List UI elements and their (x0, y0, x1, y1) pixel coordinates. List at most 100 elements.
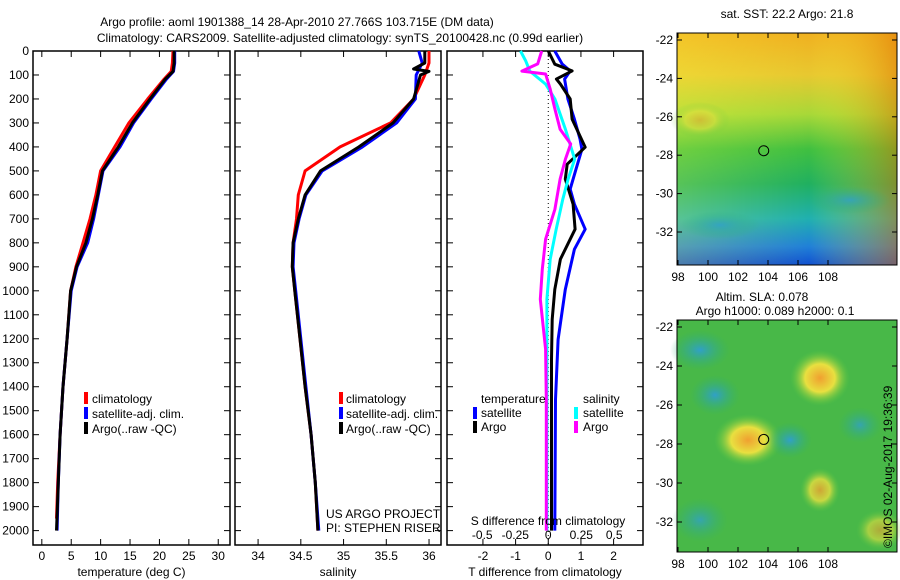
x-tick-label: 5 (68, 549, 75, 563)
salinity-panel: 34 34.5 35 35.5 36 salinity (234, 50, 442, 579)
map-y-tick-label: -30 (656, 187, 674, 201)
x-tick-label: 30 (212, 549, 226, 563)
s-tick-label: 0.25 (570, 528, 594, 542)
series-line-salinity-argo (520, 50, 573, 531)
y-tick-label: 900 (9, 260, 29, 274)
sla-map-title-line1: Altim. SLA: 0.078 (716, 290, 809, 304)
y-tick-label: 1800 (2, 476, 29, 490)
x-tick-label: 25 (182, 549, 196, 563)
legend-swatch-t-argo (473, 421, 477, 433)
y-tick-label: 1500 (2, 404, 29, 418)
series-line-temperature-argo (546, 50, 587, 531)
x-tick-label: 0 (545, 549, 552, 563)
y-tick-label: 100 (9, 68, 29, 82)
y-tick-label: 0 (22, 44, 29, 58)
map-y-tick-label: -32 (656, 515, 674, 529)
x-tick-label: 35 (337, 549, 351, 563)
x-tick-label: 1 (578, 549, 585, 563)
x-tick-label: 36 (422, 549, 436, 563)
legend-title-salinity: salinity (583, 392, 620, 406)
y-tick-label: 1400 (2, 380, 29, 394)
y-tick-label: 2000 (2, 524, 29, 538)
legend-label-climatology: climatology (346, 392, 406, 406)
legend-label-satellite: satellite-adj. clim. (92, 407, 184, 421)
difference-panel: -2 -1 0 1 2 T difference from climatology -0.5… (446, 50, 644, 579)
legend-swatch-satellite (84, 407, 88, 419)
map-x-tick-label: 108 (818, 557, 838, 571)
x-tick-label: 0 (38, 549, 45, 563)
s-tick-label: -0.25 (502, 528, 530, 542)
map-x-tick-label: 108 (818, 270, 838, 284)
sst-map-title: sat. SST: 22.2 Argo: 21.8 (721, 7, 854, 21)
map-frame (676, 319, 898, 553)
legend-swatch-s-satellite (574, 407, 578, 419)
map-x-tick-label: 106 (788, 270, 808, 284)
map-y-tick-label: -28 (656, 148, 674, 162)
figure-title-line1: Argo profile: aoml 1901388_14 28-Apr-201… (100, 15, 494, 29)
sla-map: Altim. SLA: 0.078 Argo h1000: 0.089 h200… (656, 290, 900, 571)
map-x-tick-label: 106 (788, 557, 808, 571)
map-y-tick-label: -22 (656, 33, 674, 47)
legend-swatch-argo (339, 422, 343, 434)
legend-swatch-climatology (84, 392, 88, 404)
y-tick-label: 1300 (2, 356, 29, 370)
legend-swatch-satellite (339, 407, 343, 419)
y-tick-label: 300 (9, 116, 29, 130)
legend-label-argo: Argo(..raw -QC) (346, 422, 431, 436)
legend-label-t-satellite: satellite (481, 406, 522, 420)
legend-swatch-t-satellite (473, 407, 477, 419)
map-x-tick-label: 104 (758, 270, 778, 284)
map-x-tick-label: 100 (698, 270, 718, 284)
s-tick-label: -0.5 (472, 528, 493, 542)
x-tick-label: -1 (510, 549, 521, 563)
series-line-satellite-adj-clim (55, 51, 177, 531)
legend-swatch-argo (84, 422, 88, 434)
x-tick-label: 20 (153, 549, 167, 563)
temperature-legend: climatology satellite-adj. clim. Argo(..… (84, 392, 184, 436)
difference-legend: temperature satellite Argo salinity sate… (473, 392, 624, 434)
legend-label-t-argo: Argo (481, 420, 507, 434)
map-x-tick-label: 98 (671, 557, 685, 571)
sst-map: sat. SST: 22.2 Argo: 21.8 98 100 102 104 106… (656, 7, 898, 284)
map-x-tick-label: 102 (728, 557, 748, 571)
map-x-tick-label: 102 (728, 270, 748, 284)
legend-label-satellite: satellite-adj. clim. (346, 407, 438, 421)
map-y-tick-label: -26 (656, 398, 674, 412)
figure-title-line2: Climatology: CARS2009. Satellite-adjuste… (97, 31, 583, 45)
salinity-legend: climatology satellite-adj. clim. Argo(..… (339, 392, 438, 436)
sla-map-image (670, 320, 900, 552)
y-tick-label: 700 (9, 212, 29, 226)
y-tick-label: 1200 (2, 332, 29, 346)
x-tick-label: 15 (123, 549, 137, 563)
y-tick-label: 200 (9, 92, 29, 106)
y-tick-label: 1100 (3, 308, 29, 322)
legend-label-argo: Argo(..raw -QC) (92, 422, 177, 436)
y-tick-label: 400 (9, 140, 29, 154)
map-y-tick-label: -32 (656, 225, 674, 239)
map-x-tick-label: 104 (758, 557, 778, 571)
map-y-tick-label: -30 (656, 476, 674, 490)
map-y-tick-label: -28 (656, 437, 674, 451)
series-line-argo-raw-qc (290, 51, 431, 531)
x-axis-label: temperature (deg C) (77, 565, 185, 579)
map-frame (676, 32, 898, 266)
series-line-temperature-satellite (553, 50, 587, 531)
copyright-credit: ©IMOS 02-Aug-2017 19:36:39 (881, 385, 895, 548)
plot-frame (446, 50, 644, 546)
legend-swatch-s-argo (574, 421, 578, 433)
pi-annotation: PI: STEPHEN RISER (326, 521, 441, 535)
x-axis-label: salinity (320, 565, 357, 579)
y-tick-label: 1900 (2, 500, 29, 514)
temperature-panel: 0100200300400500600700800900100011001200… (2, 44, 231, 579)
sla-map-title-line2: Argo h1000: 0.089 h2000: 0.1 (696, 304, 855, 318)
profile-location-marker (758, 145, 770, 157)
legend-title-temperature: temperature (481, 392, 546, 406)
profile-location-marker (758, 433, 770, 445)
series-line-argo-raw-qc (55, 51, 176, 531)
x-tick-label: 2 (610, 549, 617, 563)
legend-label-climatology: climatology (92, 392, 152, 406)
map-y-tick-label: -24 (656, 71, 674, 85)
y-tick-label: 1000 (2, 284, 29, 298)
s-tick-label: 0.5 (606, 528, 623, 542)
